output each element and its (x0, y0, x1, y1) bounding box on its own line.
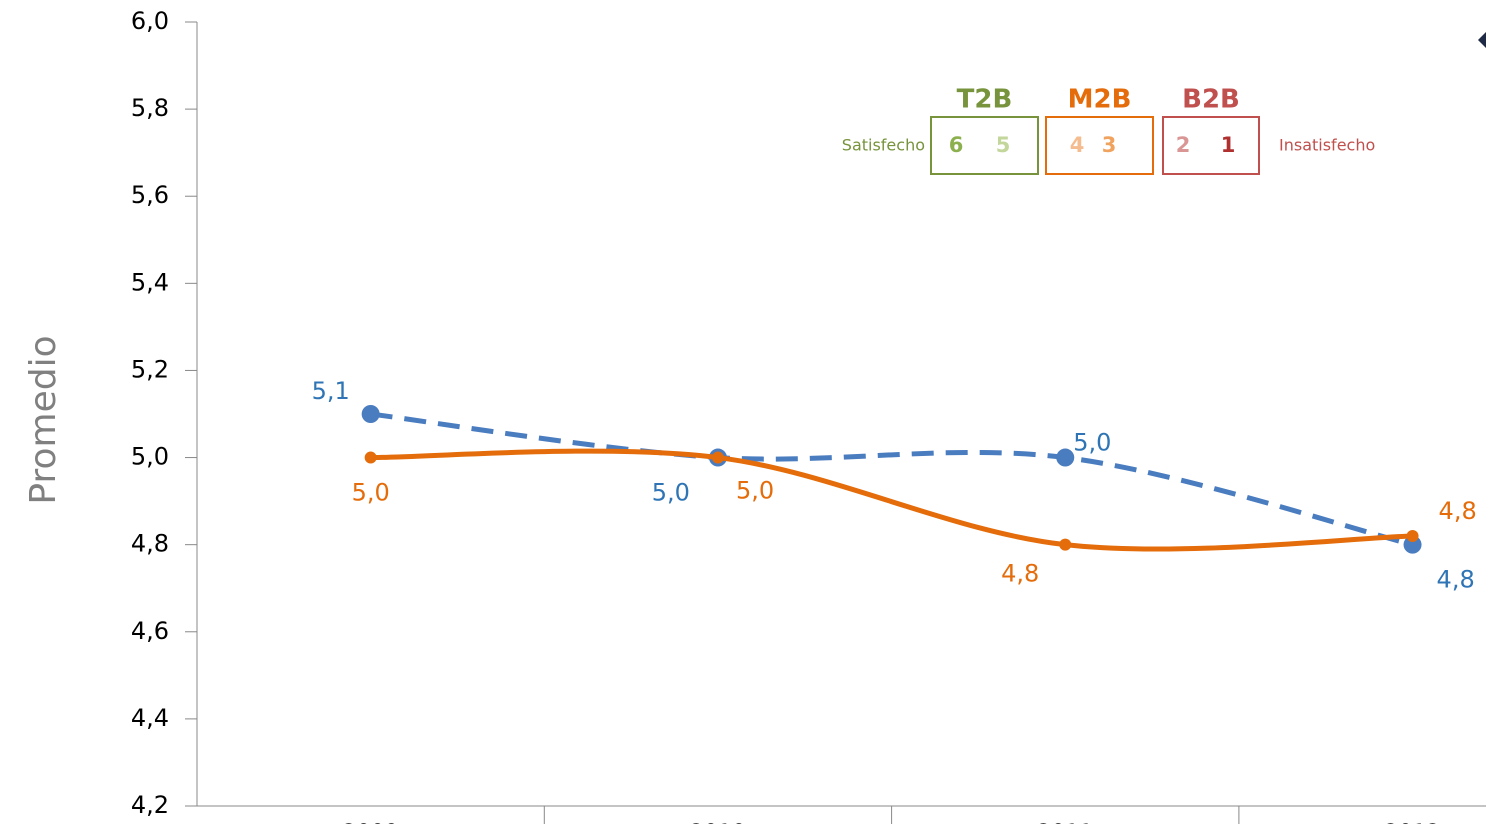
legend-item: 3 (1102, 133, 1117, 157)
legend-right-label: Insatisfecho (1279, 136, 1375, 155)
y-axis-label: Promedio (23, 335, 64, 504)
data-label: 4,8 (1001, 560, 1039, 588)
data-label: 5,0 (652, 479, 690, 507)
x-tick-label: 2009 (343, 821, 399, 824)
y-tick-label: 4,4 (131, 704, 169, 732)
legend-group-label: B2B (1182, 85, 1240, 115)
data-label: 4,8 (1439, 497, 1477, 525)
data-point (1056, 448, 1075, 467)
y-tick-label: 5,2 (131, 355, 169, 383)
legend-item: 4 (1070, 133, 1085, 157)
legend-left-label: Satisfecho (842, 136, 925, 155)
data-point (711, 451, 724, 464)
y-tick-label: 5,8 (131, 94, 169, 122)
y-tick-label: 4,8 (131, 530, 169, 558)
x-tick-label: 2011 (1037, 821, 1093, 824)
data-label: 5,0 (352, 479, 390, 507)
data-label: 4,8 (1437, 566, 1475, 594)
y-tick-label: 4,6 (131, 617, 169, 645)
y-tick-label: 4,2 (131, 791, 169, 819)
data-point (361, 405, 380, 423)
legend-item: 1 (1221, 133, 1236, 157)
legend-box (1162, 116, 1260, 175)
series-line (370, 411, 1414, 548)
x-tick-label: 2012 (1385, 821, 1441, 824)
x-tick-label: 2010 (690, 821, 746, 824)
data-point (1403, 535, 1422, 554)
y-tick-label: 5,0 (131, 443, 169, 471)
data-point (1406, 529, 1419, 542)
series-line (370, 448, 1413, 552)
legend-group-label: M2B (1068, 85, 1132, 115)
data-label: 5,0 (1073, 429, 1111, 457)
data-label: 5,1 (312, 377, 350, 405)
data-label: 5,0 (736, 477, 774, 505)
legend-group-label: T2B (957, 85, 1013, 115)
legend-box (1045, 116, 1154, 175)
legend-item: 2 (1176, 133, 1191, 157)
decoration (1478, 32, 1486, 48)
legend-item: 6 (949, 133, 964, 157)
legend-item: 5 (996, 133, 1011, 157)
y-tick-label: 5,6 (131, 181, 169, 209)
y-tick-label: 5,4 (131, 268, 169, 296)
y-tick-label: 6,0 (131, 7, 169, 35)
legend-box (930, 116, 1039, 175)
data-point (1059, 538, 1072, 551)
data-point (364, 451, 377, 464)
